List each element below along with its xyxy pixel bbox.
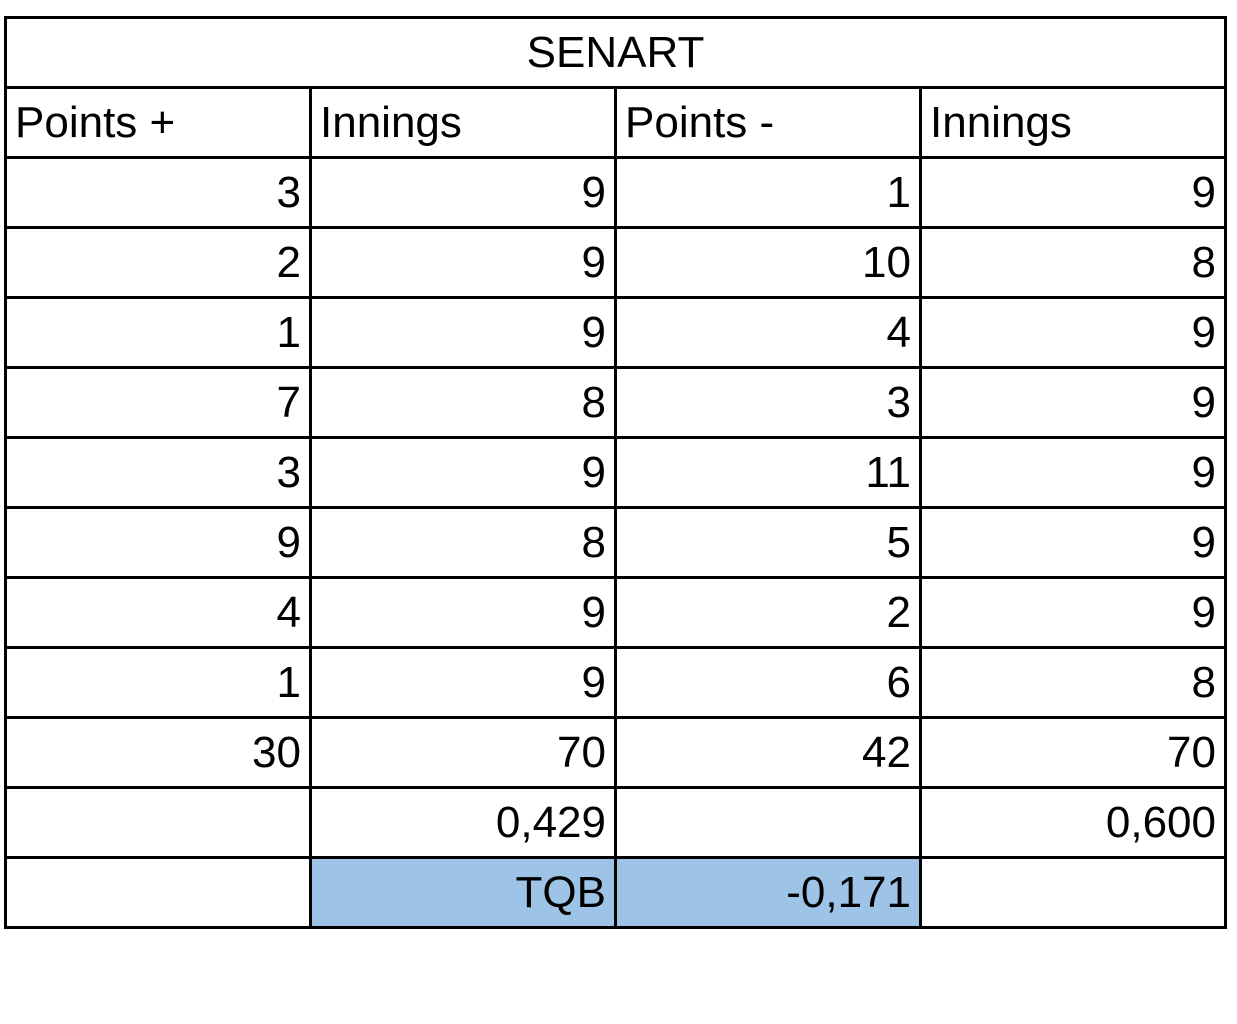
total-points-plus[interactable]: 30 — [4, 716, 312, 789]
header-row: Points + Innings Points - Innings — [4, 86, 1227, 159]
cell[interactable]: 4 — [4, 576, 312, 649]
cell[interactable]: 9 — [309, 436, 617, 509]
header-points-minus[interactable]: Points - — [614, 86, 922, 159]
table-row: 7 8 3 9 — [4, 366, 1227, 439]
cell[interactable]: 8 — [309, 366, 617, 439]
cell[interactable]: 1 — [614, 156, 922, 229]
table-row: 1 9 6 8 — [4, 646, 1227, 719]
cell[interactable]: 8 — [309, 506, 617, 579]
table-title[interactable]: SENART — [4, 16, 1227, 89]
cell[interactable]: 9 — [919, 156, 1227, 229]
cell[interactable]: 1 — [4, 296, 312, 369]
cell[interactable]: 4 — [614, 296, 922, 369]
table-row: 3 9 1 9 — [4, 156, 1227, 229]
result-empty-cell[interactable] — [4, 856, 312, 929]
cell[interactable]: 9 — [309, 576, 617, 649]
ratio-empty-cell[interactable] — [614, 786, 922, 859]
cell[interactable]: 1 — [4, 646, 312, 719]
ratio-plus[interactable]: 0,429 — [309, 786, 617, 859]
cell[interactable]: 3 — [4, 436, 312, 509]
ratio-row: 0,429 0,600 — [4, 786, 1227, 859]
title-row: SENART — [4, 16, 1227, 89]
cell[interactable]: 8 — [919, 226, 1227, 299]
totals-row: 30 70 42 70 — [4, 716, 1227, 789]
cell[interactable]: 9 — [919, 436, 1227, 509]
ratio-minus[interactable]: 0,600 — [919, 786, 1227, 859]
cell[interactable]: 9 — [919, 366, 1227, 439]
header-innings-plus[interactable]: Innings — [309, 86, 617, 159]
cell[interactable]: 7 — [4, 366, 312, 439]
total-innings-minus[interactable]: 70 — [919, 716, 1227, 789]
cell[interactable]: 2 — [4, 226, 312, 299]
cell[interactable]: 9 — [309, 226, 617, 299]
cell[interactable]: 6 — [614, 646, 922, 719]
cell[interactable]: 9 — [919, 296, 1227, 369]
cell[interactable]: 9 — [309, 646, 617, 719]
table-row: 9 8 5 9 — [4, 506, 1227, 579]
cell[interactable]: 9 — [4, 506, 312, 579]
cell[interactable]: 9 — [309, 296, 617, 369]
result-row: TQB -0,171 — [4, 856, 1227, 929]
table-row: 1 9 4 9 — [4, 296, 1227, 369]
spreadsheet: SENART Points + Innings Points - Innings… — [4, 16, 1227, 929]
senart-table: SENART Points + Innings Points - Innings… — [4, 16, 1227, 929]
header-innings-minus[interactable]: Innings — [919, 86, 1227, 159]
cell[interactable]: 3 — [614, 366, 922, 439]
cell[interactable]: 11 — [614, 436, 922, 509]
header-points-plus[interactable]: Points + — [4, 86, 312, 159]
cell[interactable]: 3 — [4, 156, 312, 229]
table-row: 4 9 2 9 — [4, 576, 1227, 649]
total-points-minus[interactable]: 42 — [614, 716, 922, 789]
cell[interactable]: 9 — [919, 506, 1227, 579]
cell[interactable]: 10 — [614, 226, 922, 299]
result-empty-cell[interactable] — [919, 856, 1227, 929]
total-innings-plus[interactable]: 70 — [309, 716, 617, 789]
table-row: 3 9 11 9 — [4, 436, 1227, 509]
cell[interactable]: 9 — [919, 576, 1227, 649]
cell[interactable]: 5 — [614, 506, 922, 579]
cell[interactable]: 2 — [614, 576, 922, 649]
table-row: 2 9 10 8 — [4, 226, 1227, 299]
tqb-value[interactable]: -0,171 — [614, 856, 922, 929]
tqb-label[interactable]: TQB — [309, 856, 617, 929]
cell[interactable]: 9 — [309, 156, 617, 229]
ratio-empty-cell[interactable] — [4, 786, 312, 859]
cell[interactable]: 8 — [919, 646, 1227, 719]
